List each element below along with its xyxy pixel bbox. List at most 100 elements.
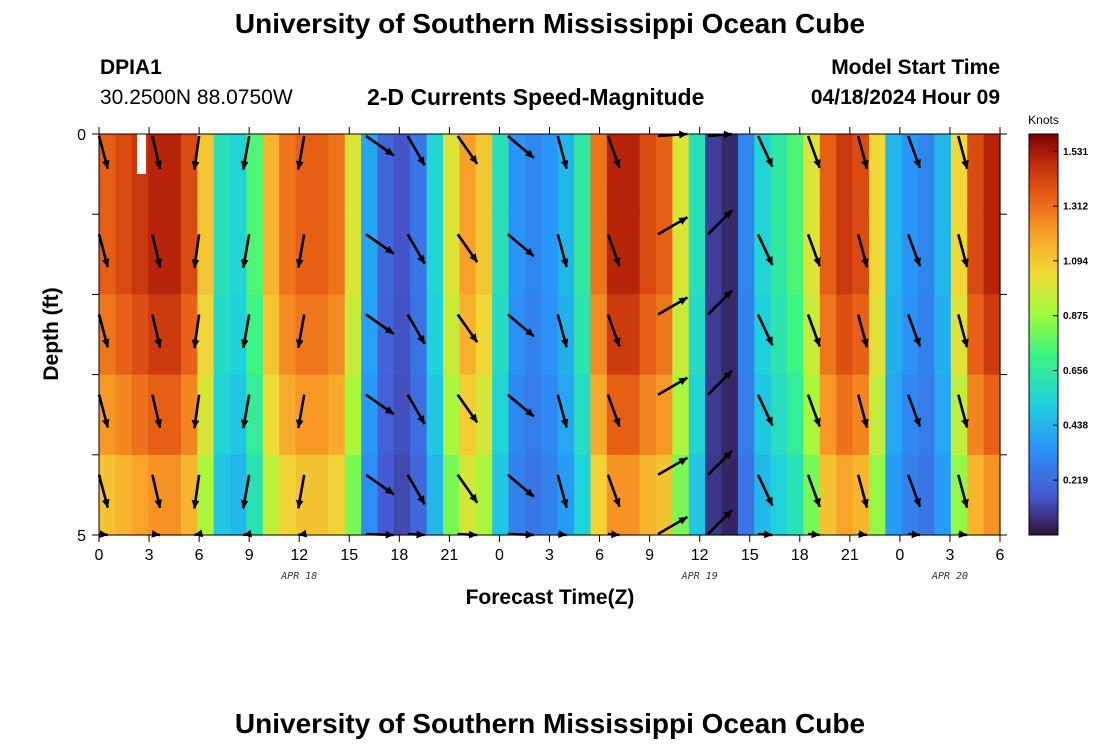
heatmap-cell xyxy=(246,454,264,536)
heatmap-cell xyxy=(164,134,182,215)
heatmap-cell xyxy=(246,294,264,376)
current-arrow xyxy=(606,135,621,169)
heatmap-cell xyxy=(393,294,411,376)
heatmap-cell xyxy=(475,134,493,215)
heatmap-cell xyxy=(279,454,297,536)
x-tick-label: 0 xyxy=(95,547,104,564)
heatmap-cell xyxy=(574,454,592,536)
heatmap-cell xyxy=(672,294,690,376)
heatmap-cell xyxy=(819,134,837,215)
heatmap-cell xyxy=(131,294,149,376)
heatmap-cell xyxy=(705,214,723,295)
heatmap-cell xyxy=(623,214,641,295)
heatmap-cell xyxy=(590,454,608,536)
heatmap-cell xyxy=(180,134,198,215)
heatmap-cell xyxy=(639,214,657,295)
heatmap-cell xyxy=(688,374,706,456)
x-tick-label: 12 xyxy=(691,547,709,564)
current-arrow xyxy=(806,233,821,267)
heatmap-cell xyxy=(295,374,313,456)
heatmap-cell xyxy=(426,214,444,295)
heatmap-cell xyxy=(115,374,133,456)
heatmap-cell xyxy=(311,374,329,456)
heatmap-cell xyxy=(721,294,739,376)
heatmap-cell xyxy=(148,134,166,215)
heatmap-cell xyxy=(311,294,329,376)
heatmap-cell xyxy=(950,294,968,376)
heatmap-cell xyxy=(475,214,493,295)
x-tick-label: 6 xyxy=(195,547,204,564)
heatmap-cell xyxy=(688,294,706,376)
current-arrows xyxy=(97,130,969,539)
current-arrow xyxy=(406,135,426,167)
heatmap-cell xyxy=(459,134,477,215)
heatmap-cell xyxy=(492,454,510,536)
x-axis-label: Forecast Time(Z) xyxy=(466,586,635,609)
heatmap-cell xyxy=(311,214,329,295)
heatmap-cell xyxy=(574,134,592,215)
colorbar-unit: Knots xyxy=(1028,113,1059,127)
current-arrow xyxy=(240,394,251,429)
chart-subtitle: 2-D Currents Speed-Magnitude xyxy=(367,84,705,110)
heatmap-cell xyxy=(574,374,592,456)
heatmap-cell xyxy=(836,294,854,376)
heatmap-cell xyxy=(721,454,739,536)
heatmap-cell xyxy=(737,454,755,536)
x-tick-label: 15 xyxy=(340,547,358,564)
heatmap-cell xyxy=(361,294,379,376)
current-arrow xyxy=(856,314,869,348)
heatmap-cell xyxy=(246,374,264,456)
date-label: APR 19 xyxy=(681,571,718,582)
x-tick-label: 0 xyxy=(895,547,904,564)
heatmap-cell xyxy=(230,214,248,295)
heatmap-cell xyxy=(606,134,624,215)
heatmap-cell xyxy=(623,134,641,215)
current-arrow xyxy=(806,394,821,428)
heatmap-cell xyxy=(967,134,985,215)
heatmap-cell xyxy=(328,294,346,376)
heatmap-cell xyxy=(885,134,903,215)
heatmap-cell xyxy=(475,374,493,456)
x-tick-label: 15 xyxy=(741,547,759,564)
heatmap-cell xyxy=(967,454,985,536)
station-coordinates: 30.2500N 88.0750W xyxy=(100,86,293,109)
heatmap-cell xyxy=(787,454,805,536)
current-arrow xyxy=(556,233,569,268)
heatmap-cell xyxy=(443,454,460,536)
station-id: DPIA1 xyxy=(100,56,162,79)
current-arrow xyxy=(295,314,306,349)
current-arrow xyxy=(556,135,569,170)
current-arrow xyxy=(240,474,251,509)
heatmap-cell xyxy=(361,134,379,215)
current-arrow xyxy=(151,474,162,509)
heatmap-cell xyxy=(443,294,460,376)
heatmap-cell xyxy=(541,374,559,456)
current-arrow xyxy=(406,394,426,425)
heatmap-cell xyxy=(295,134,313,215)
heatmap-cell xyxy=(590,214,608,295)
heatmap-cell xyxy=(99,454,116,536)
heatmap-cell xyxy=(246,214,264,295)
heatmap-cell xyxy=(672,374,690,456)
heatmap-cell xyxy=(541,134,559,215)
heatmap-cell xyxy=(262,294,280,376)
heatmap-cell xyxy=(492,134,510,215)
current-arrow xyxy=(456,233,479,263)
current-arrow xyxy=(856,394,869,428)
heatmap-cell xyxy=(852,454,870,536)
current-arrow xyxy=(365,233,395,255)
x-tick-label: 21 xyxy=(841,547,859,564)
current-arrow xyxy=(856,233,869,268)
model-start-value: 04/18/2024 Hour 09 xyxy=(810,86,1000,109)
current-arrow xyxy=(606,314,621,347)
heatmap-cell xyxy=(770,454,788,536)
current-arrow xyxy=(97,135,110,170)
heatmap-cell xyxy=(737,214,755,295)
heatmap-cell xyxy=(508,134,526,215)
current-arrow xyxy=(856,135,869,170)
heatmap-cell xyxy=(639,374,657,456)
current-arrow xyxy=(240,314,251,349)
heatmap-cell xyxy=(426,134,444,215)
colorbar-tick-label: 1.312 xyxy=(1063,202,1088,213)
heatmap-cell xyxy=(393,374,411,456)
